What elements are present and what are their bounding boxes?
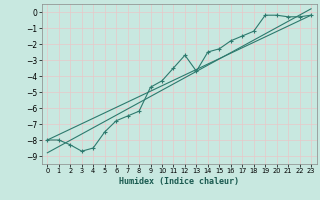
X-axis label: Humidex (Indice chaleur): Humidex (Indice chaleur) [119,177,239,186]
